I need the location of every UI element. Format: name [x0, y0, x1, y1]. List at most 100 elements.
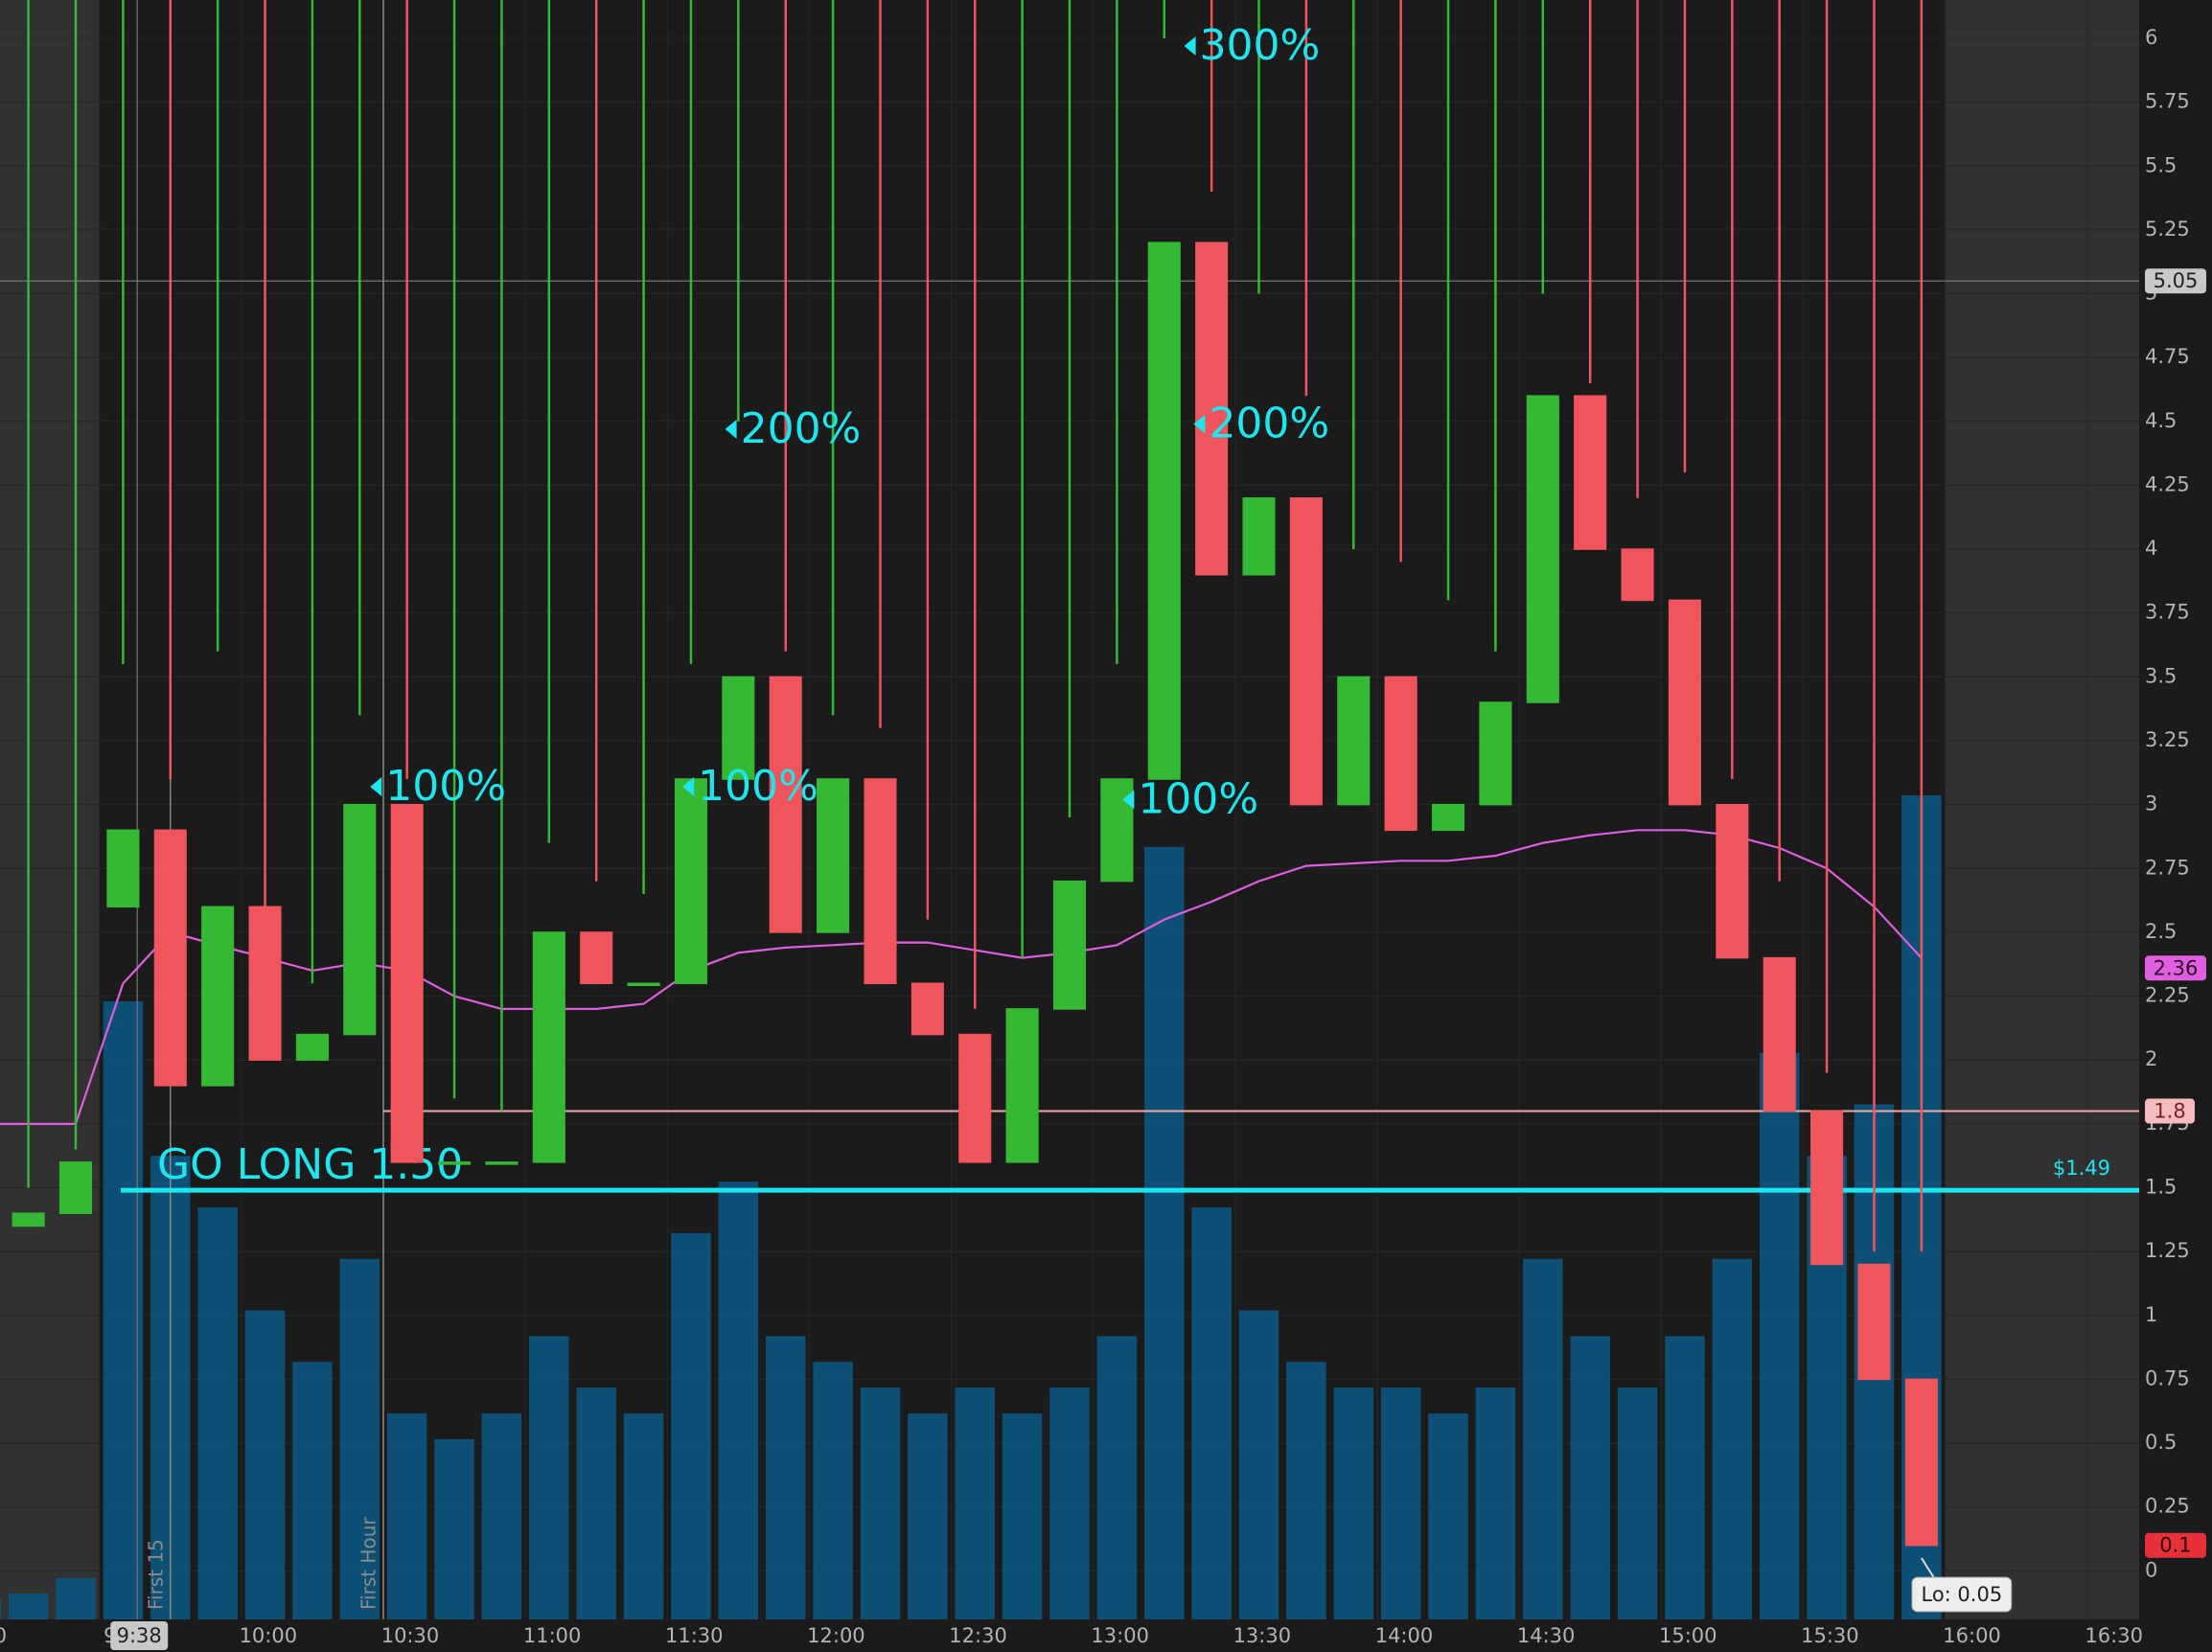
candle-body [1195, 241, 1229, 576]
x-tick-label: 14:30 [1517, 1624, 1576, 1647]
last-price-badge [2145, 1532, 2206, 1558]
volume-bar [481, 1413, 522, 1619]
y-tick-label: 5.75 [2145, 90, 2190, 113]
candle-body [1574, 395, 1607, 550]
overlay: 00.250.50.7511.251.51.7522.252.52.7533.2… [0, 21, 2206, 1650]
volume-bar [955, 1388, 995, 1619]
afterhours-shade [1945, 0, 2139, 1619]
y-tick-label: 3.25 [2145, 728, 2190, 751]
volume-bar [908, 1413, 948, 1619]
x-tick-label: 12:00 [807, 1624, 865, 1647]
candle-body [769, 676, 802, 933]
candle-body [1431, 803, 1465, 832]
y-tick-label: 6 [2145, 26, 2157, 49]
y-tick-label: 0.25 [2145, 1495, 2190, 1518]
y-tick-label: 3 [2145, 792, 2157, 815]
volume-bar [0, 1598, 1, 1619]
crosshair-y-badge [2145, 268, 2206, 294]
candle-body [295, 1033, 329, 1061]
x-tick-label: 10:30 [381, 1624, 440, 1647]
volume-bar [1380, 1388, 1421, 1619]
candle-body [1621, 548, 1654, 602]
candle-body [1810, 1110, 1844, 1266]
annotation-text: 200% [1209, 399, 1329, 447]
candle-body [910, 982, 944, 1036]
candle-body [1005, 1008, 1039, 1163]
volume-bar [1191, 1207, 1232, 1619]
y-tick-label: 3.5 [2145, 664, 2177, 687]
last-price-label: 0.1 [2159, 1534, 2191, 1557]
candle-body [106, 829, 140, 908]
level-badge [2145, 1098, 2195, 1124]
y-tick-label: 3.75 [2145, 601, 2190, 624]
volume-bar [1759, 1052, 1800, 1619]
candle-body [580, 931, 613, 985]
volume-bar [244, 1310, 286, 1619]
y-tick-label: 4 [2145, 537, 2157, 560]
annotation-pointer [1184, 35, 1196, 56]
volume-bar [623, 1413, 664, 1619]
candle-body [438, 1161, 472, 1165]
session-marker-label: First Hour [357, 1517, 380, 1610]
candle-body [864, 778, 897, 985]
x-tick-label: 15:00 [1659, 1624, 1717, 1647]
annotation-pointer [682, 777, 695, 797]
low-label: Lo: 0.05 [1922, 1583, 2003, 1606]
y-tick-label: 2.75 [2145, 856, 2190, 879]
annotation-text: 100% [698, 762, 818, 811]
candle-body [1147, 241, 1181, 780]
x-tick-label: 13:00 [1091, 1624, 1149, 1647]
candle-body [1526, 395, 1559, 703]
y-tick-label: 2.5 [2145, 920, 2177, 943]
annotation-text: 200% [741, 404, 862, 453]
candle-body [674, 778, 708, 985]
volume-bar [1238, 1310, 1279, 1619]
annotation-pointer [725, 419, 737, 439]
candle-body [1763, 956, 1796, 1113]
candle-body [485, 1161, 518, 1165]
annotation-pointer [1193, 414, 1206, 434]
candle-body [1242, 497, 1276, 576]
y-tick-label: 4.5 [2145, 409, 2177, 432]
volume-bar [671, 1232, 711, 1619]
y-tick-label: 4.25 [2145, 472, 2190, 495]
volume-bar [765, 1336, 806, 1619]
volume-bar [1144, 846, 1185, 1619]
volume-bar [434, 1438, 474, 1619]
volume-bar [1333, 1388, 1374, 1619]
candle-body [1857, 1263, 1891, 1381]
candle-body [1052, 880, 1087, 1010]
candle-body [532, 931, 565, 1163]
candle-body [817, 778, 850, 933]
y-tick-label: 0.75 [2145, 1366, 2190, 1389]
y-tick-label: 5.25 [2145, 218, 2190, 241]
candle-body [958, 1033, 992, 1163]
crosshair-x-badge [110, 1621, 169, 1650]
volume-bar [292, 1362, 333, 1619]
volume-bar [1712, 1258, 1753, 1619]
volume-bar [1523, 1258, 1563, 1619]
y-tick-label: 0 [2145, 1558, 2157, 1581]
x-tick-label: 10:00 [240, 1624, 298, 1647]
volume-bar [1428, 1413, 1468, 1619]
candle-body [1384, 676, 1417, 832]
candle-body [1716, 803, 1749, 959]
volume-bar [197, 1207, 238, 1619]
volume-bar [386, 1413, 427, 1619]
y-tick-label: 1.5 [2145, 1176, 2177, 1199]
y-tick-label: 0.5 [2145, 1431, 2177, 1454]
y-tick-label: 2.25 [2145, 984, 2190, 1007]
candle-body [390, 803, 424, 1163]
candle-body [722, 676, 755, 780]
x-tick-label: 16:00 [1943, 1624, 2001, 1647]
low-bubble [1911, 1576, 2013, 1613]
volume-bar [1049, 1388, 1090, 1619]
volume-bar [1617, 1388, 1658, 1619]
volume-bar [103, 1001, 144, 1619]
candle-body [1904, 1378, 1938, 1547]
candle-body [1479, 701, 1512, 806]
volume-bar [8, 1594, 49, 1619]
x-tick-label: 9:00 [0, 1624, 7, 1647]
vwap-last-label: 2.36 [2154, 956, 2199, 979]
